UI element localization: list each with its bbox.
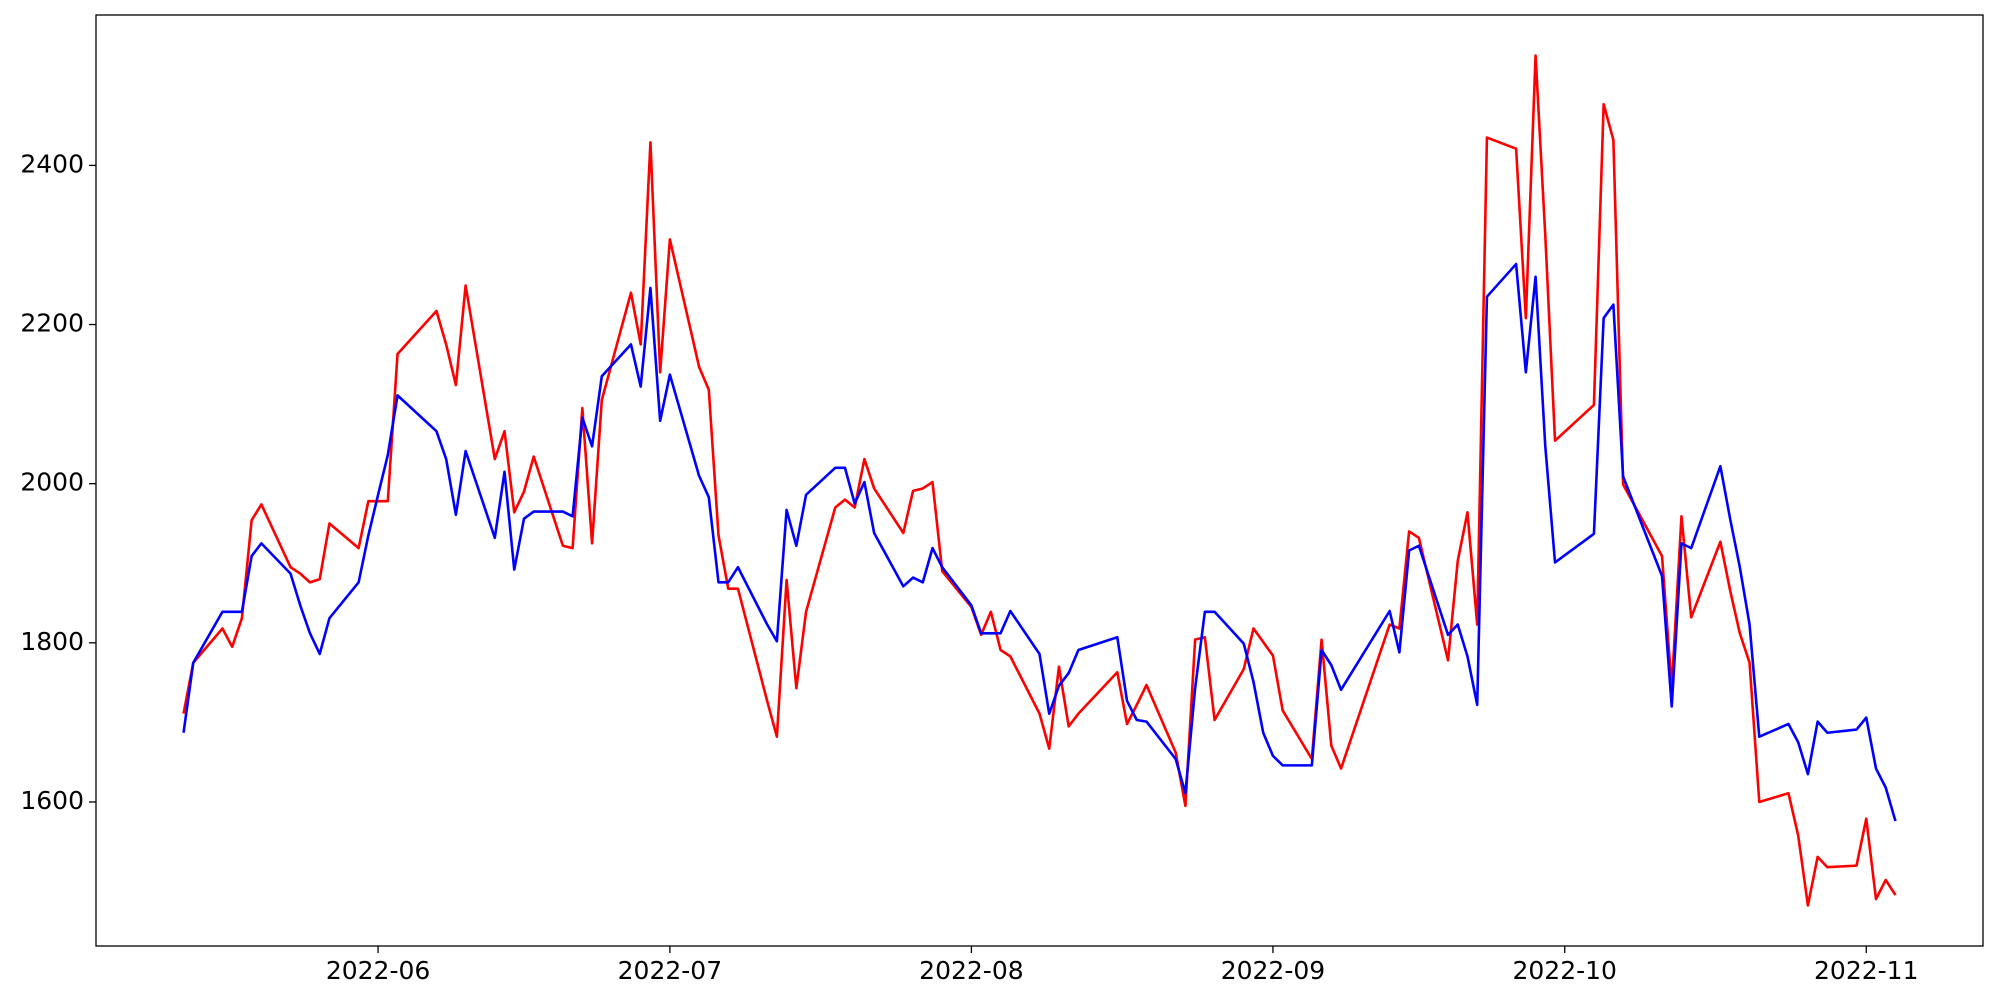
y-tick-label: 1800 bbox=[20, 627, 84, 656]
plot-frame bbox=[95, 14, 1984, 947]
y-tick-label: 2200 bbox=[20, 309, 84, 338]
x-tick-label: 2022-07 bbox=[618, 956, 722, 985]
series-line bbox=[182, 262, 1897, 822]
x-tick-label: 2022-11 bbox=[1814, 956, 1918, 985]
series-line bbox=[182, 54, 1897, 907]
y-tick-label: 2400 bbox=[20, 149, 84, 178]
x-tick-label: 2022-08 bbox=[919, 956, 1023, 985]
x-tick-label: 2022-06 bbox=[326, 956, 430, 985]
y-tick-label: 1600 bbox=[20, 786, 84, 815]
y-tick-label: 2000 bbox=[20, 468, 84, 497]
x-tick-label: 2022-09 bbox=[1221, 956, 1325, 985]
x-tick-label: 2022-10 bbox=[1513, 956, 1617, 985]
